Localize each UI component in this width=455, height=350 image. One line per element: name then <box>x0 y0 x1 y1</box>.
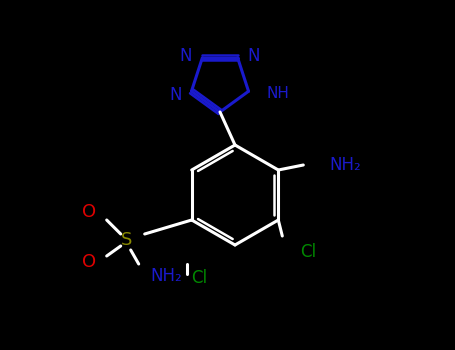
Text: N: N <box>169 86 182 104</box>
Text: NH₂: NH₂ <box>151 267 182 285</box>
Text: O: O <box>81 203 96 221</box>
Text: S: S <box>121 231 132 249</box>
Text: N: N <box>180 47 192 65</box>
Text: Cl: Cl <box>300 243 316 261</box>
Text: N: N <box>248 47 260 65</box>
Text: O: O <box>81 253 96 271</box>
Text: NH: NH <box>267 86 289 101</box>
Text: NH₂: NH₂ <box>329 156 361 174</box>
Text: Cl: Cl <box>191 269 207 287</box>
